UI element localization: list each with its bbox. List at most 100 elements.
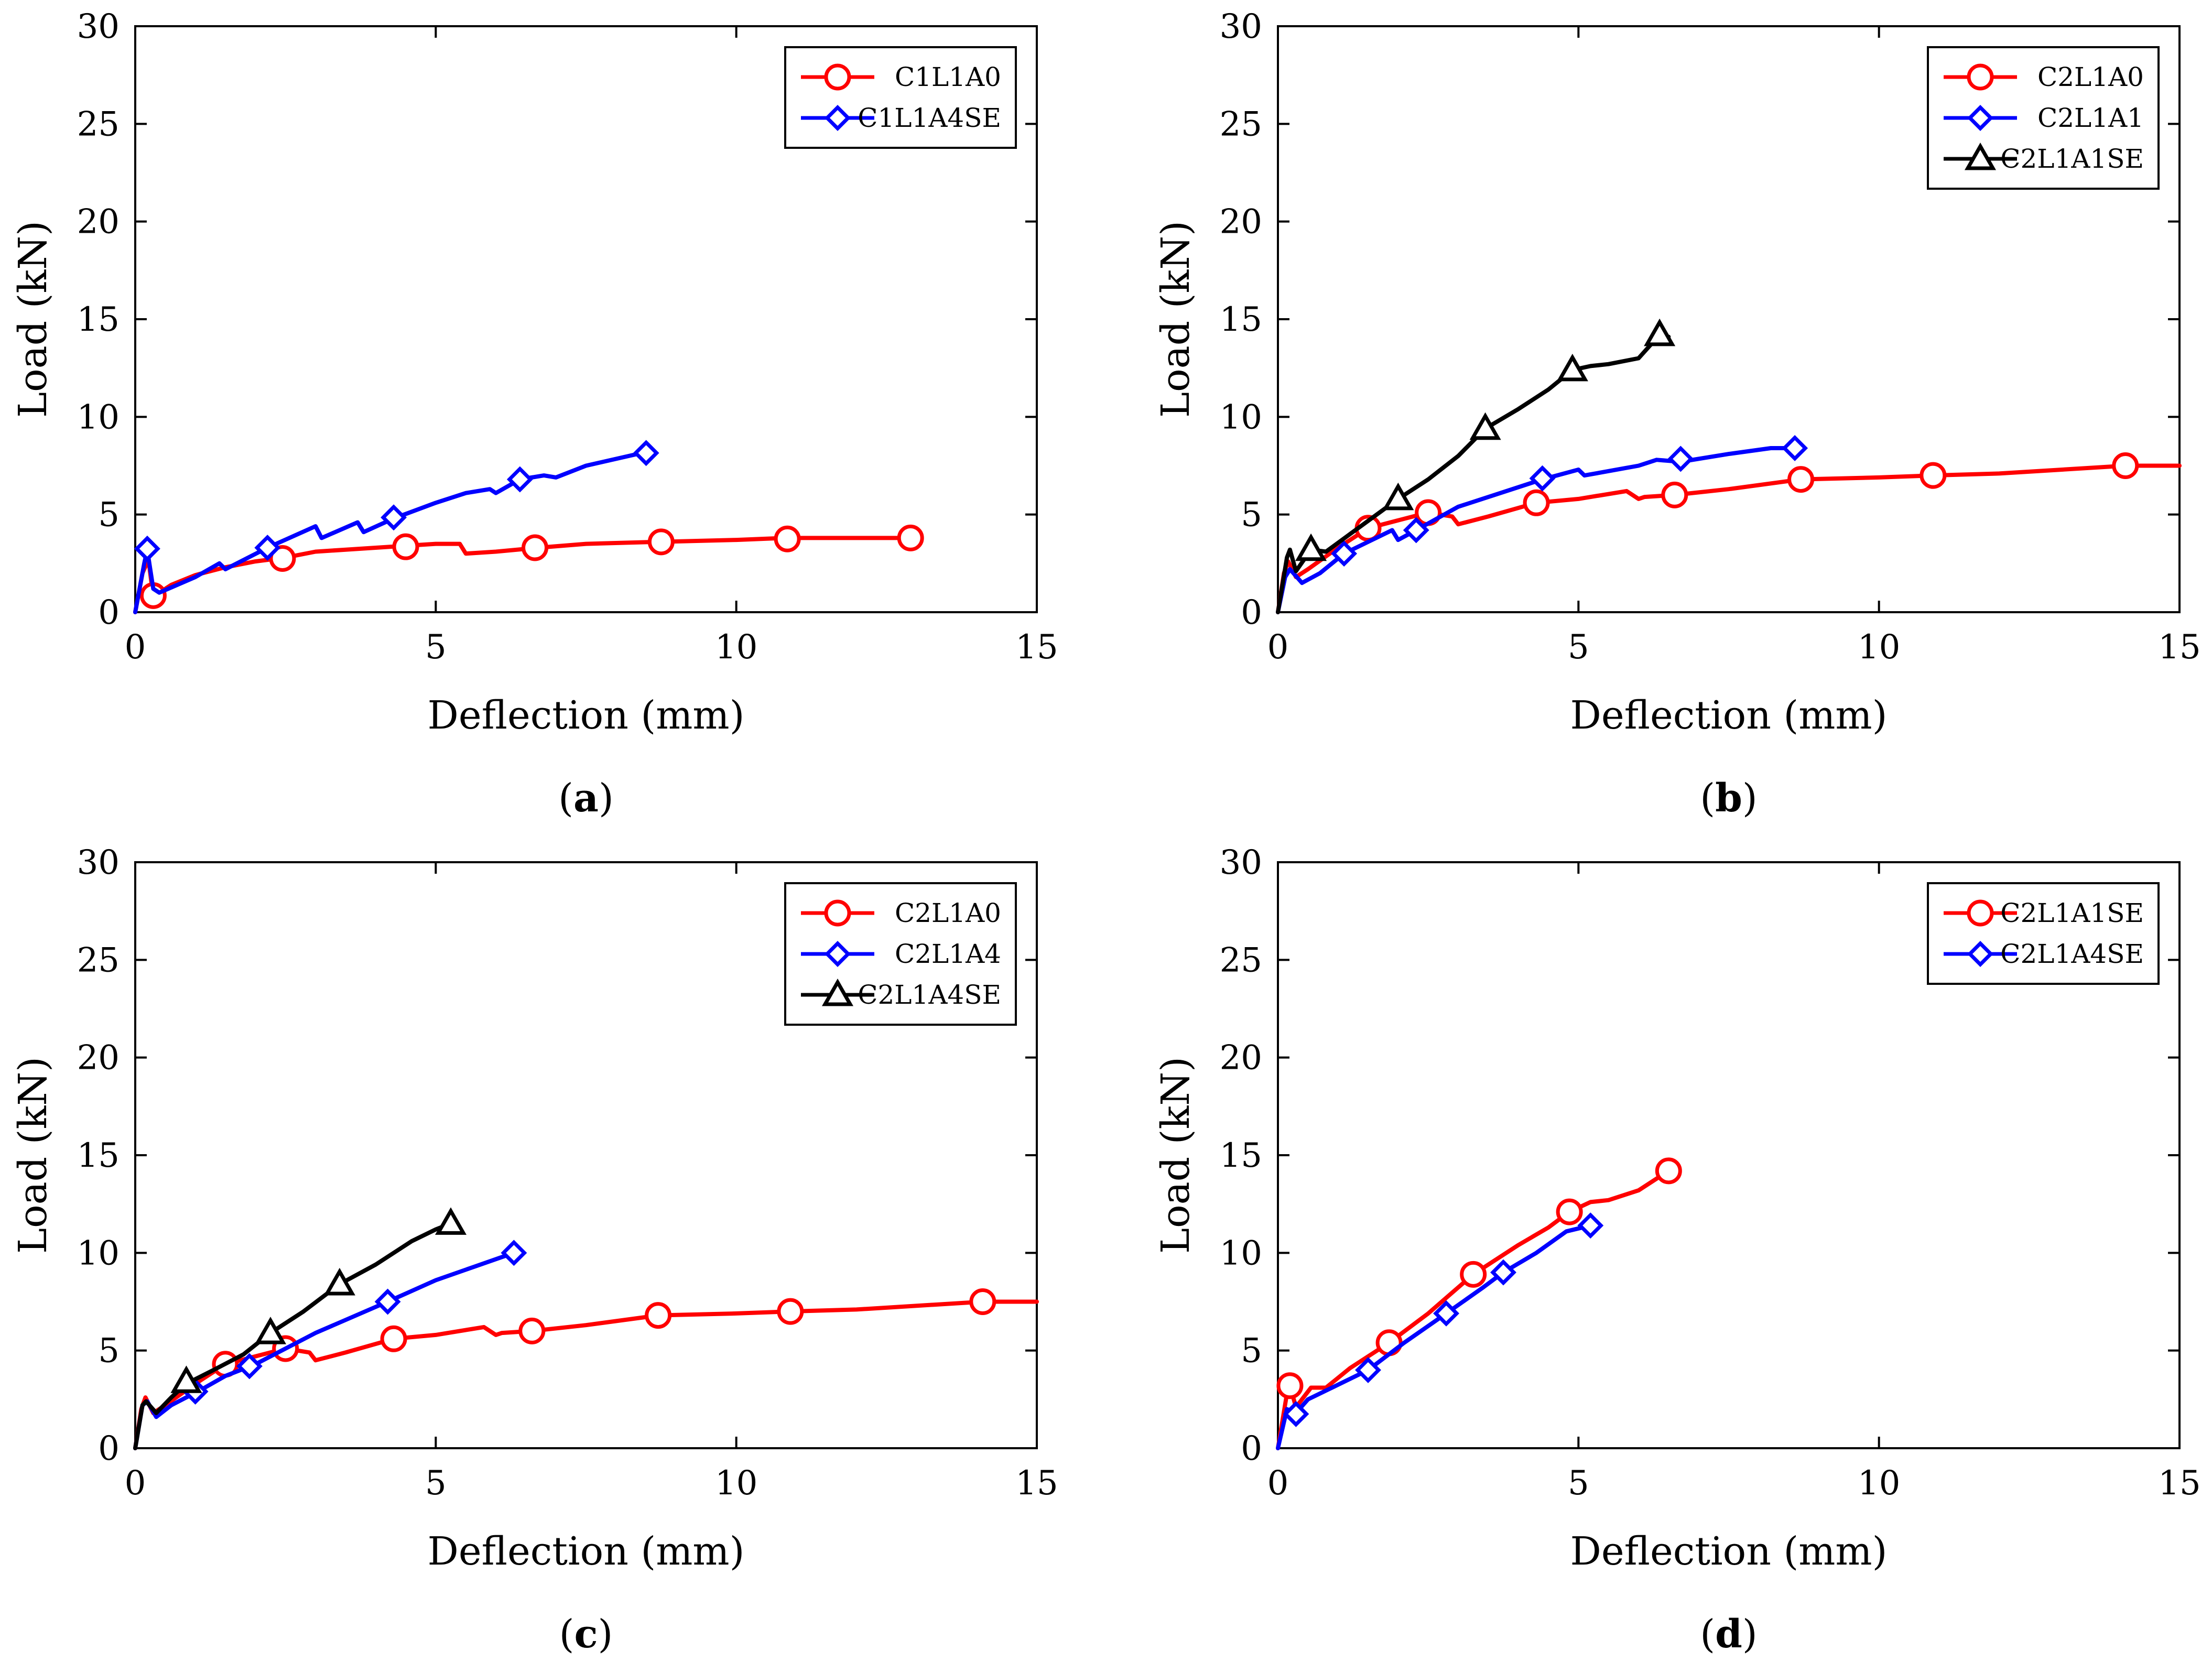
y-tick-label: 5 — [98, 496, 120, 535]
legend-marker — [825, 941, 851, 967]
x-axis-label: Deflection (mm) — [428, 693, 745, 738]
series-line — [1276, 1168, 1671, 1450]
legend-label: C1L1A4SE — [858, 103, 1001, 133]
data-point — [134, 535, 160, 562]
legend-label: C2L1A4 — [895, 939, 1001, 969]
x-tick-label: 0 — [1267, 628, 1289, 667]
data-point — [1433, 1300, 1460, 1327]
x-tick-label: 15 — [2158, 628, 2200, 667]
legend-entry: C1L1A4SE — [801, 103, 1001, 133]
x-tick-label: 15 — [2158, 1464, 2200, 1503]
legend-label: C2L1A0 — [2037, 62, 2144, 92]
series-C2L1A0 — [133, 1288, 1039, 1450]
data-point — [1644, 318, 1676, 346]
data-point — [2112, 452, 2139, 479]
data-point — [1655, 1157, 1682, 1185]
legend-entry: C2L1A4SE — [801, 978, 1001, 1010]
y-axis-label: Load (kN) — [10, 221, 56, 418]
data-point — [323, 1267, 355, 1296]
data-point — [1787, 466, 1815, 493]
data-point — [1469, 412, 1501, 440]
data-point — [1556, 1198, 1583, 1225]
legend-marker — [1967, 941, 1993, 967]
x-tick-label: 0 — [1267, 1464, 1289, 1503]
data-point — [633, 440, 659, 466]
series-C1L1A0 — [133, 524, 924, 614]
y-tick-label: 15 — [1220, 1136, 1262, 1175]
x-tick-label: 15 — [1015, 628, 1058, 667]
y-tick-label: 0 — [98, 1429, 120, 1468]
data-point — [374, 1288, 401, 1315]
y-tick-label: 0 — [1241, 1429, 1262, 1468]
legend-marker — [1967, 63, 1994, 91]
data-point — [254, 535, 281, 561]
data-point — [236, 1353, 263, 1380]
data-point — [381, 504, 407, 531]
legend-marker — [821, 978, 854, 1006]
y-tick-label: 25 — [77, 941, 120, 980]
data-point — [1355, 1356, 1381, 1383]
y-tick-label: 30 — [77, 843, 120, 882]
series-C1L1A4SE — [133, 440, 659, 614]
legend-marker — [1967, 105, 1993, 131]
legend-label: C2L1A1SE — [2000, 144, 2144, 174]
y-tick-label: 25 — [1220, 941, 1262, 980]
series-C2L1A0 — [1276, 452, 2182, 614]
data-point — [1577, 1212, 1604, 1239]
data-point — [522, 534, 549, 561]
data-point — [518, 1317, 546, 1344]
series-C2L1A4SE — [133, 1207, 467, 1450]
data-point — [897, 524, 924, 551]
data-point — [1403, 517, 1429, 544]
legend-box — [784, 46, 1017, 149]
data-point — [1331, 540, 1358, 567]
x-axis-label: Deflection (mm) — [1570, 693, 1888, 738]
x-tick-label: 10 — [1858, 628, 1900, 667]
y-tick-label: 15 — [77, 1136, 120, 1175]
legend-label: C2L1A1 — [2037, 103, 2144, 133]
y-tick-label: 20 — [1220, 1039, 1262, 1078]
legend: C1L1A0 C1L1A4SE — [784, 46, 1017, 149]
data-point — [506, 466, 533, 493]
legend-label: C2L1A4SE — [2000, 939, 2144, 969]
x-tick-label: 15 — [1015, 1464, 1058, 1503]
legend-marker — [1964, 142, 1997, 170]
y-tick-label: 5 — [1241, 1332, 1262, 1371]
x-tick-label: 5 — [425, 1464, 447, 1503]
y-tick-label: 15 — [77, 300, 120, 339]
y-tick-label: 10 — [77, 398, 120, 437]
y-tick-label: 15 — [1220, 300, 1262, 339]
legend-entry: C2L1A1SE — [1944, 898, 2144, 928]
y-axis-label: Load (kN) — [1153, 221, 1198, 418]
legend-entry: C2L1A4SE — [1944, 939, 2144, 969]
panel-label: (d) — [1700, 1612, 1758, 1657]
x-tick-label: 10 — [715, 1464, 757, 1503]
legend: C2L1A0 C2L1A1 C2L1A1SE — [1927, 46, 2160, 190]
data-point — [435, 1207, 467, 1235]
data-point — [1661, 481, 1688, 508]
series-C2L1A1 — [1276, 435, 1808, 614]
y-tick-label: 20 — [77, 1039, 120, 1078]
data-point — [170, 1365, 202, 1393]
y-tick-label: 10 — [1220, 1234, 1262, 1273]
data-point — [1283, 1401, 1309, 1427]
y-tick-label: 5 — [98, 1332, 120, 1371]
x-tick-label: 10 — [715, 628, 757, 667]
chart-panel-c: 0 5 10 15 20 25 30 0 5 10 15 Deflection (mm) Load (k… — [10, 843, 1058, 1657]
y-tick-label: 10 — [1220, 398, 1262, 437]
legend-label: C2L1A1SE — [2000, 898, 2144, 928]
y-tick-label: 0 — [98, 593, 120, 632]
data-point — [1523, 489, 1550, 516]
series-C2L1A1SE — [1276, 318, 1676, 614]
x-tick-label: 0 — [125, 1464, 146, 1503]
data-point — [380, 1325, 407, 1352]
legend-entry: C2L1A0 — [1944, 62, 2144, 92]
data-point — [1529, 465, 1556, 492]
data-point — [1375, 1329, 1403, 1356]
data-point — [1920, 462, 1947, 489]
chart-panel-d: 0 5 10 15 20 25 30 0 5 10 15 Deflection (mm) Load (k… — [1153, 843, 2201, 1657]
y-tick-label: 20 — [1220, 203, 1262, 242]
data-point — [645, 1302, 672, 1329]
chart-panel-b: 0 5 10 15 20 25 30 0 5 10 15 Deflection (mm) Load (k… — [1153, 7, 2201, 821]
